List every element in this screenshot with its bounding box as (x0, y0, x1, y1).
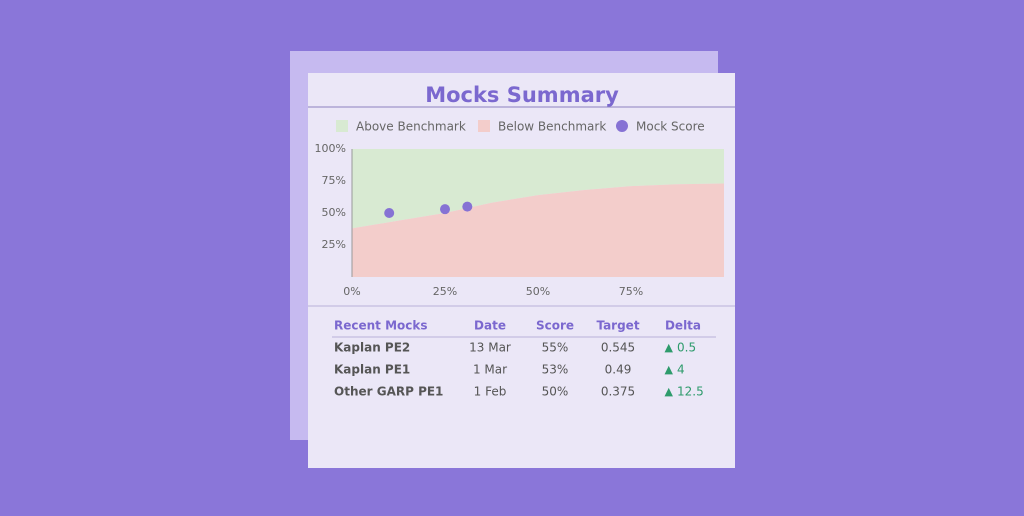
mock-score (462, 201, 473, 212)
legend-swatch (478, 120, 490, 132)
table-cell: 13 Mar (469, 341, 511, 355)
table-cell: 53% (542, 363, 569, 377)
table-cell: 50% (542, 385, 569, 399)
mock-score (384, 208, 395, 218)
table-header: Date (474, 319, 506, 333)
row-name: Kaplan PE1 (334, 363, 410, 377)
table-header: Delta (665, 319, 701, 333)
x-tick-label: 25% (433, 285, 457, 298)
delta-icon: ▲ (665, 363, 674, 376)
legend-label: Below Benchmark (498, 120, 606, 134)
x-tick-label: 50% (526, 285, 550, 298)
y-tick-label: 100% (315, 142, 346, 155)
table-header: Recent Mocks (334, 319, 428, 333)
delta-icon: ▲ (665, 385, 674, 398)
legend-swatch (616, 120, 628, 132)
legend-label: Above Benchmark (356, 120, 466, 134)
delta: 12.5 (677, 385, 704, 399)
table: Recent Mocks Date Score Target Delta Kaplan P… (334, 319, 704, 399)
table-header: Score (536, 319, 574, 333)
table-header: Target (596, 319, 639, 333)
x-tick-label: 0% (343, 285, 360, 298)
chart: Above Benchmark Below Benchmark Mock Score… (315, 120, 724, 298)
table-cell: 1 Mar (473, 363, 507, 377)
y-tick-label: 25% (322, 238, 346, 251)
delta: 4 (677, 363, 685, 377)
table-cell: 0.49 (605, 363, 632, 377)
table-cell: 55% (542, 341, 569, 355)
delta-icon: ▲ (665, 341, 674, 354)
title: Mocks Summary (425, 83, 619, 107)
y-tick-label: 50% (322, 206, 346, 219)
legend-label: Mock Score (636, 120, 705, 134)
table-cell: 0.545 (601, 341, 635, 355)
mock-score (440, 204, 450, 215)
below-area (352, 183, 724, 277)
delta: 0.5 (677, 341, 696, 355)
row-name: Kaplan PE2 (334, 341, 410, 355)
x-tick-label: 75% (619, 285, 643, 298)
table-cell: 0.375 (601, 385, 635, 399)
legend-swatch (336, 120, 348, 132)
row-name: Other GARP PE1 (334, 385, 443, 399)
table-cell: 1 Feb (474, 385, 507, 399)
y-tick-label: 75% (322, 174, 346, 187)
